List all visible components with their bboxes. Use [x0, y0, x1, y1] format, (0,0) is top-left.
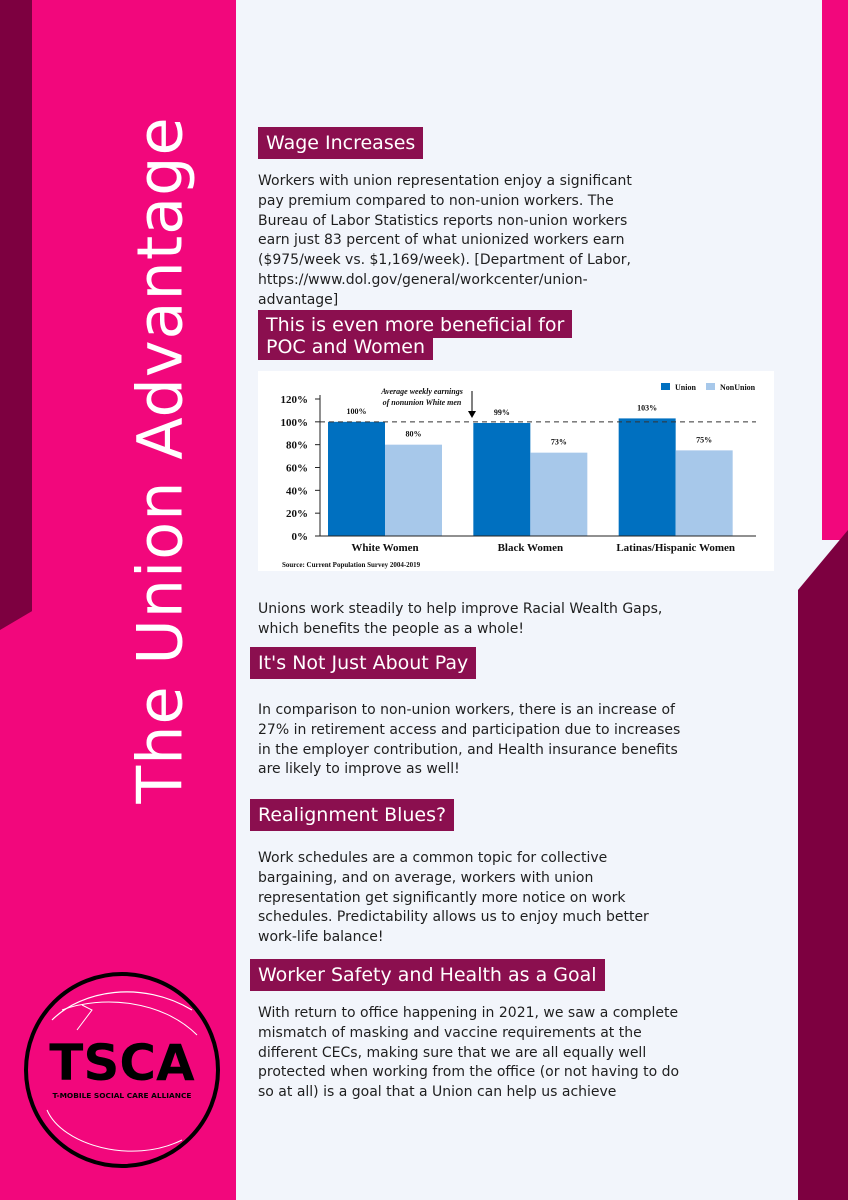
y-tick-label: 80%: [286, 440, 308, 452]
heading-poc-line1: This is even more beneficial for: [258, 310, 573, 338]
y-tick-label: 0%: [292, 531, 309, 543]
logo-sub-text: T-MOBILE SOCIAL CARE ALLIANCE: [53, 1091, 192, 1100]
left-maroon-band: [0, 0, 32, 630]
heading-not-just-pay: It's Not Just About Pay: [250, 647, 477, 679]
page-title: The Union Advantage: [123, 116, 197, 804]
bar-union-3: [618, 418, 676, 536]
category-label: Latinas/Hispanic Women: [616, 542, 735, 554]
bar-nonunion-1: [385, 444, 442, 536]
bar-value-label: 73%: [551, 438, 567, 447]
category-label: Black Women: [498, 542, 564, 554]
legend-union-label: Union: [675, 383, 696, 392]
y-tick-label: 40%: [286, 485, 308, 497]
heading-realignment: Realignment Blues?: [250, 799, 455, 831]
paragraph-worker-safety: With return to office happening in 2021,…: [258, 1005, 680, 1101]
paragraph-racial-wealth: Unions work steadily to help improve Rac…: [258, 601, 663, 637]
y-tick-label: 100%: [281, 417, 309, 429]
legend-swatch-union: [661, 383, 670, 390]
y-tick-label: 120%: [281, 394, 309, 406]
union-earnings-chart: 0% 20% 40% 60% 80% 100% 120% 100% 80% White Wome…: [258, 371, 774, 571]
left-pink-band: [0, 0, 236, 1200]
legend-swatch-nonunion: [706, 383, 715, 390]
right-maroon-band: [798, 530, 848, 1200]
bar-value-label: 103%: [637, 403, 657, 412]
bar-value-label: 99%: [494, 408, 510, 417]
heading-poc-line2: POC and Women: [258, 334, 434, 360]
heading-wage-increases: Wage Increases: [258, 127, 424, 159]
bar-value-label: 75%: [696, 435, 712, 444]
bar-nonunion-3: [675, 450, 733, 536]
y-tick-label: 20%: [286, 508, 308, 520]
right-pink-band: [822, 0, 848, 540]
heading-worker-safety: Worker Safety and Health as a Goal: [250, 959, 605, 991]
legend-nonunion-label: NonUnion: [720, 383, 756, 392]
bar-value-label: 80%: [406, 430, 422, 439]
y-tick-label: 60%: [286, 463, 308, 475]
bar-union-1: [328, 421, 385, 536]
bar-nonunion-2: [530, 452, 588, 536]
bar-value-label: 100%: [347, 407, 367, 416]
paragraph-realignment: Work schedules are a common topic for co…: [258, 850, 649, 946]
bar-union-2: [473, 422, 531, 536]
annotation-arrowhead: [468, 411, 476, 418]
logo-main-text: TSCA: [49, 1034, 195, 1092]
category-label: White Women: [351, 542, 418, 554]
paragraph-not-just-pay: In comparison to non-union workers, ther…: [258, 702, 681, 778]
tsca-logo: TSCA T-MOBILE SOCIAL CARE ALLIANCE: [24, 972, 220, 1168]
paragraph-wage-increases: Workers with union representation enjoy …: [258, 173, 632, 308]
annotation-line2: of nonunion White men: [383, 398, 462, 407]
chart-source: Source: Current Population Survey 2004-2…: [282, 561, 421, 569]
annotation-line1: Average weekly earnings: [380, 387, 463, 396]
